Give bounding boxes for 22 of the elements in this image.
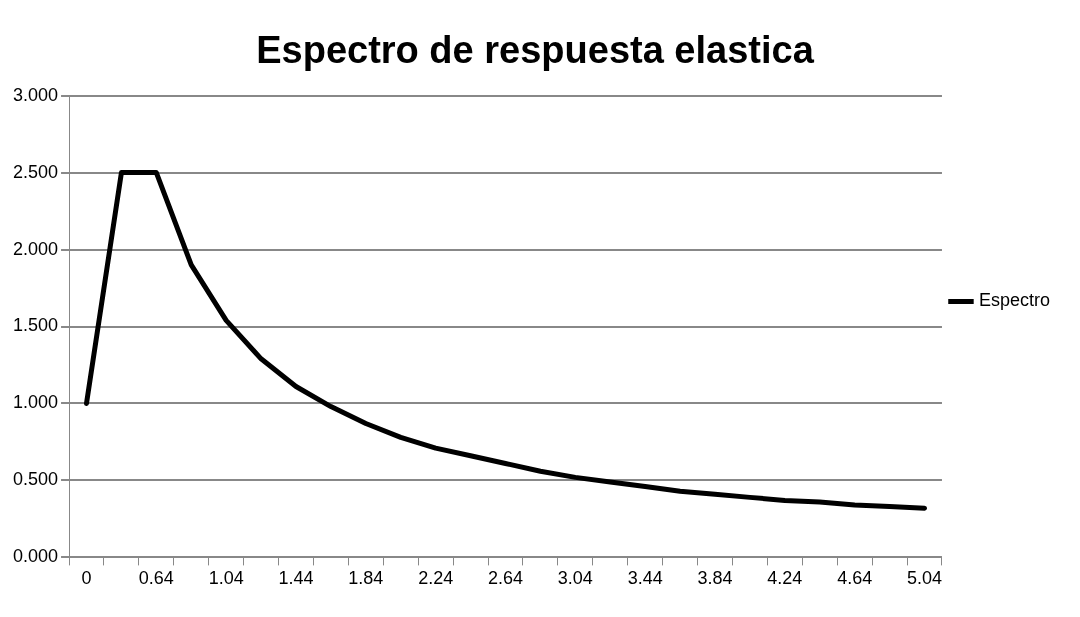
- x-tick-label: 5.04: [906, 568, 943, 589]
- x-tick-label: 4.64: [837, 568, 873, 589]
- x-tick-label: 1.44: [278, 568, 314, 589]
- y-tick-label: 1.500: [13, 315, 59, 336]
- x-tick-label: 3.04: [557, 568, 593, 589]
- y-tick-label: 2.000: [13, 238, 59, 259]
- x-tick-label: 0.64: [138, 568, 174, 589]
- y-tick-label: 3.000: [13, 84, 59, 105]
- y-tick-label: 0.500: [13, 469, 59, 490]
- x-tick-label: 0: [81, 568, 92, 589]
- x-tick-label: 3.84: [697, 568, 733, 589]
- x-tick-label: 4.24: [767, 568, 803, 589]
- y-tick-label: 2.500: [13, 161, 59, 182]
- x-tick-label: 2.24: [418, 568, 454, 589]
- x-tick-label: 1.04: [208, 568, 244, 589]
- y-tick-label: 1.000: [13, 392, 59, 413]
- chart-title: Espectro de respuesta elastica: [256, 29, 815, 72]
- x-tick-label: 2.64: [487, 568, 524, 589]
- x-tick-label: 3.44: [627, 568, 663, 589]
- x-tick-label: 1.84: [348, 568, 384, 589]
- y-tick-label: 0.000: [13, 546, 59, 567]
- legend-label: Espectro: [978, 290, 1051, 311]
